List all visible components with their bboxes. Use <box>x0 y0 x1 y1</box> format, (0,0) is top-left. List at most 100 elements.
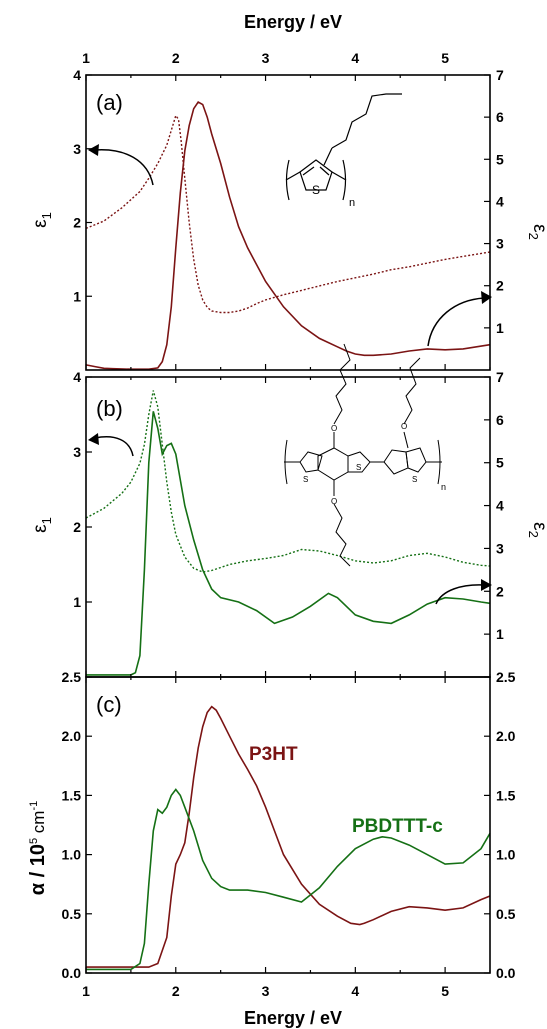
panel-a-eps1-symbol: ε <box>30 219 51 228</box>
panel-b-left-arrowhead <box>88 433 99 445</box>
svg-text:O: O <box>401 422 407 431</box>
top-x-tick-label: 4 <box>351 50 359 66</box>
alpha-symbol: α / 10 <box>27 844 49 895</box>
panel-a-left-axis-title: ε1 <box>30 212 54 228</box>
panel-b-left-tick-label: 3 <box>73 444 81 460</box>
bottom-x-tick-label: 5 <box>441 983 449 999</box>
panel-c-left-tick-label: 1.0 <box>62 847 82 863</box>
panel-a-left-tick-label: 3 <box>73 141 81 157</box>
panel-b-right-arrow <box>435 584 485 605</box>
panel-a-right-arrow <box>427 297 485 347</box>
panel-a-eps2-subscript: 2 <box>526 233 541 240</box>
panel-b-right-tick-label: 1 <box>496 626 504 642</box>
panel-b-right-tick-label: 6 <box>496 412 504 428</box>
panel-b-left-tick-label: 2 <box>73 519 81 535</box>
panel-a-left-tick-label: 4 <box>73 67 81 83</box>
panel-c-right-tick-label: 2.0 <box>496 728 516 744</box>
panel-a-right-tick-label: 1 <box>496 320 504 336</box>
svg-text:ε1: ε1 <box>30 212 54 228</box>
pbdttt-structure-drawing: O O O S S S n <box>284 343 446 567</box>
svg-text:n: n <box>349 197 355 209</box>
top-x-tick-label: 2 <box>172 50 180 66</box>
svg-text:S: S <box>356 463 361 472</box>
panel-a-right-tick-label: 6 <box>496 109 504 125</box>
panel-a-eps1-curve <box>85 114 491 314</box>
panel-a-left-tick-label: 1 <box>73 288 81 304</box>
panel-c-right-tick-label: 1.5 <box>496 787 516 803</box>
svg-text:n: n <box>441 482 446 492</box>
bottom-x-tick-label: 2 <box>172 983 180 999</box>
panel-b-right-tick-label: 2 <box>496 583 504 599</box>
bottom-x-tick-label: 4 <box>351 983 359 999</box>
panel-b-eps2-subscript: 2 <box>526 531 541 538</box>
top-x-tick-label: 5 <box>441 50 449 66</box>
panel-c-label: (c) <box>96 692 122 717</box>
panel-b-eps1-symbol: ε <box>30 524 51 533</box>
panel-a-right-arrowhead <box>481 291 492 304</box>
panel-c-frame <box>85 676 491 974</box>
svg-text:ε2: ε2 <box>526 224 547 240</box>
panel-b-right-tick-label: 4 <box>496 498 504 514</box>
panel-b-left-tick-label: 4 <box>73 369 81 385</box>
panel-c-pbdttt-c-curve <box>86 788 491 971</box>
panel-b-label: (b) <box>96 396 123 421</box>
panel-c-left-axis-title: α / 105 cm-1 <box>27 801 49 896</box>
panel-a-right-tick-label: 4 <box>496 193 504 209</box>
panel-b-left-axis-title: ε1 <box>30 517 54 533</box>
panel-b-left-tick-label: 1 <box>73 594 81 610</box>
svg-text:S: S <box>312 183 320 197</box>
panel-b-eps2-curve <box>86 411 491 676</box>
panel-a-eps2-symbol: ε <box>529 224 547 233</box>
alpha-exponent: 5 <box>28 838 40 844</box>
p3ht-series-label: P3HT <box>249 744 298 765</box>
panel-b-eps2-symbol: ε <box>529 522 547 531</box>
panel-a-left-arrowhead <box>88 144 99 156</box>
panel-a-right-axis-title: ε2 <box>526 224 547 240</box>
panel-c-p3ht-curve <box>86 705 491 968</box>
panel-b-right-tick-label: 3 <box>496 540 504 556</box>
panel-a-right-tick-label: 3 <box>496 236 504 252</box>
panel-c-right-tick-label: 2.5 <box>496 669 516 685</box>
panel-a-left-tick-label: 2 <box>73 215 81 231</box>
alpha-unit-exponent: -1 <box>28 801 40 811</box>
bottom-energy-axis-title: Energy / eV <box>244 1008 342 1028</box>
top-x-tick-label: 3 <box>262 50 270 66</box>
panel-a-right-tick-label: 2 <box>496 278 504 294</box>
panel-c-left-tick-label: 0.5 <box>62 906 82 922</box>
panel-c-left-tick-label: 2.0 <box>62 728 82 744</box>
panel-b-eps1-curve <box>85 390 491 573</box>
svg-text:ε2: ε2 <box>526 522 547 538</box>
svg-text:S: S <box>303 475 308 484</box>
svg-text:O: O <box>331 424 337 433</box>
svg-text:ε1: ε1 <box>30 517 54 533</box>
panel-c-right-tick-label: 1.0 <box>496 847 516 863</box>
panel-a-eps1-subscript: 1 <box>39 212 54 219</box>
panel-c-left-tick-label: 1.5 <box>62 787 82 803</box>
bottom-x-tick-label: 1 <box>82 983 90 999</box>
pbdttt-series-label: PBDTTT-c <box>352 816 443 837</box>
axis-pointer-arrows <box>88 144 492 605</box>
bottom-x-tick-label: 3 <box>262 983 270 999</box>
panel-b-eps1-subscript: 1 <box>39 517 54 524</box>
data-layer: 12341234567123412345670.00.51.01.52.02.5… <box>62 50 516 999</box>
svg-text:O: O <box>331 497 337 506</box>
panel-b-right-tick-label: 5 <box>496 455 504 471</box>
top-x-tick-label: 1 <box>82 50 90 66</box>
panel-c-right-tick-label: 0.0 <box>496 965 516 981</box>
panel-a-label: (a) <box>96 90 123 115</box>
panel-b-right-tick-label: 7 <box>496 369 504 385</box>
panel-a-eps2-curve <box>85 100 491 370</box>
panel-a-left-arrow <box>94 149 154 186</box>
panel-c-right-tick-label: 0.5 <box>496 906 516 922</box>
panel-a-right-tick-label: 5 <box>496 151 504 167</box>
panel-c-left-tick-label: 2.5 <box>62 669 82 685</box>
panel-b-right-axis-title: ε2 <box>526 522 547 538</box>
alpha-unit: cm <box>29 811 48 838</box>
panel-b-right-arrowhead <box>481 579 492 591</box>
panel-b-left-arrow <box>94 436 134 457</box>
svg-text:S: S <box>412 475 417 484</box>
panel-c-left-tick-label: 0.0 <box>62 965 82 981</box>
panel-a-frame <box>85 74 491 371</box>
top-energy-axis-title: Energy / eV <box>244 12 342 32</box>
